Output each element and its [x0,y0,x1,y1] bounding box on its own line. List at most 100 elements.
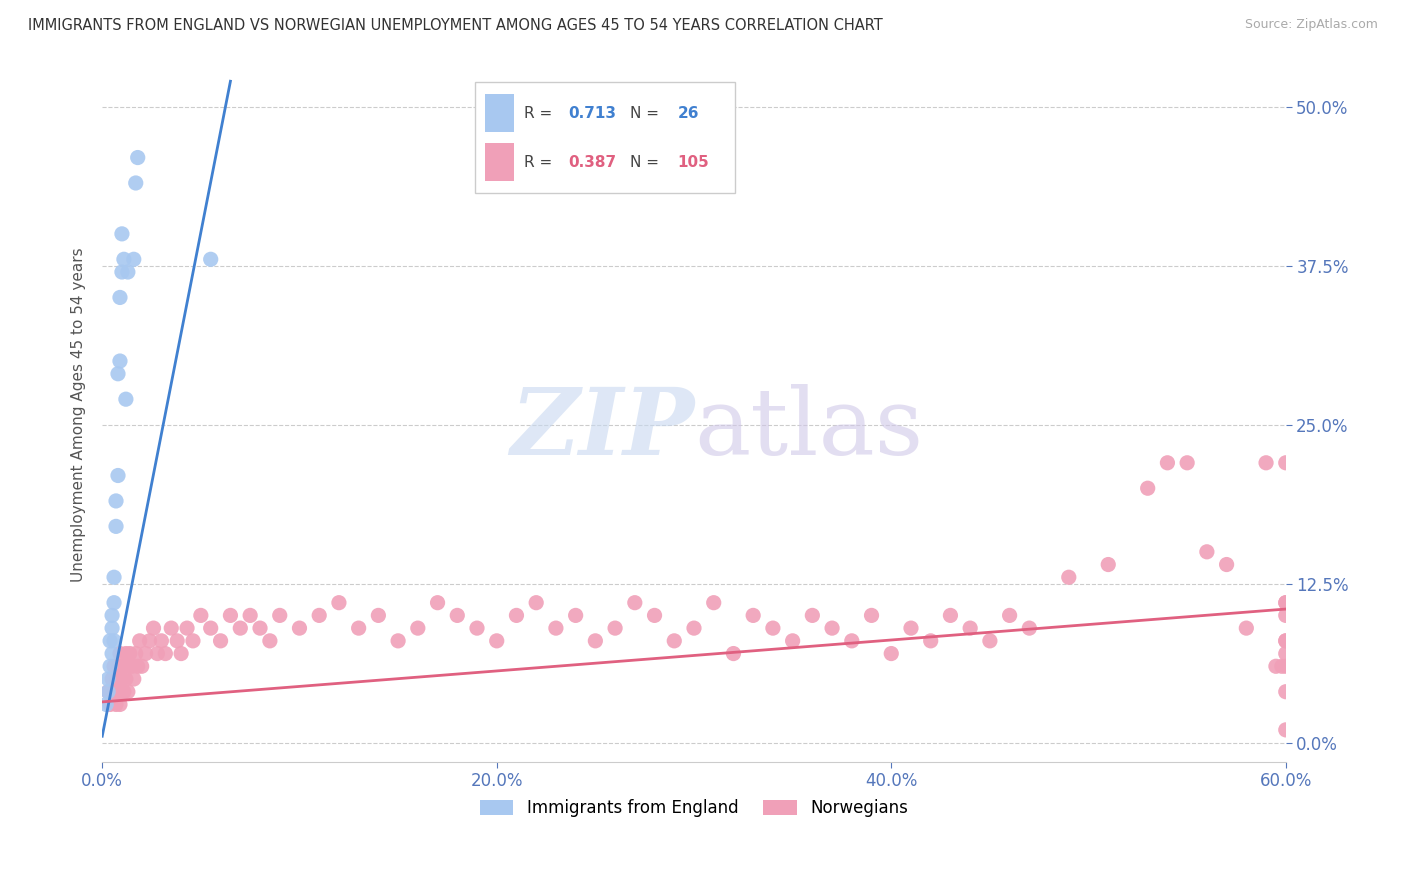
Point [1097,558,1119,572]
Point [108,354,131,368]
Point [939,608,962,623]
Legend: Immigrants from England, Norwegians: Immigrants from England, Norwegians [474,793,914,824]
Point [880,647,903,661]
Point [112,252,135,267]
Point [125,176,148,190]
Point [103,684,125,698]
Point [111,684,134,698]
Text: Source: ZipAtlas.com: Source: ZipAtlas.com [1244,18,1378,31]
Point [1254,456,1277,470]
Point [288,621,311,635]
Point [219,608,242,623]
Point [426,596,449,610]
Point [249,621,271,635]
Point [782,633,804,648]
Point [841,633,863,648]
Point [564,608,586,623]
Point [117,684,139,698]
Point [107,367,129,381]
Point [664,633,686,648]
Point [135,647,157,661]
Point [1274,608,1296,623]
Point [97,684,120,698]
Point [107,684,129,698]
Point [121,659,143,673]
Point [308,608,330,623]
Point [103,633,125,648]
Bar [485,144,515,181]
Point [1175,456,1198,470]
Bar [485,95,515,133]
Point [112,684,135,698]
Point [115,647,138,661]
Point [485,633,508,648]
Text: atlas: atlas [695,384,924,474]
Point [97,672,120,686]
Point [101,672,124,686]
Point [98,698,121,712]
Point [1274,596,1296,610]
Point [801,608,824,623]
Point [1274,647,1296,661]
Text: N =: N = [630,154,664,169]
Point [821,621,844,635]
Point [131,659,153,673]
Point [229,621,252,635]
Point [117,659,139,673]
Point [583,633,606,648]
Text: N =: N = [630,106,664,121]
Point [446,608,468,623]
Point [111,265,134,279]
Point [742,608,765,623]
Point [1274,659,1296,673]
Point [150,633,173,648]
Point [1274,633,1296,648]
Point [239,608,262,623]
Point [127,151,149,165]
Point [762,621,785,635]
Point [111,227,134,241]
Point [96,698,118,712]
Point [118,647,141,661]
Point [108,698,131,712]
Point [998,608,1021,623]
Point [111,672,134,686]
Text: 105: 105 [678,154,709,169]
Point [98,633,121,648]
Point [603,621,626,635]
Point [1057,570,1080,584]
Point [644,608,666,623]
Point [155,647,177,661]
Point [367,608,389,623]
Point [103,659,125,673]
Point [115,392,138,407]
Point [1274,684,1296,698]
Point [387,633,409,648]
FancyBboxPatch shape [475,82,735,194]
Point [181,633,204,648]
Point [142,621,165,635]
Point [107,468,129,483]
Point [1271,659,1294,673]
Point [465,621,488,635]
Point [209,633,232,648]
Point [138,633,160,648]
Point [505,608,527,623]
Point [683,621,706,635]
Point [103,596,125,610]
Point [920,633,942,648]
Point [1274,456,1296,470]
Text: IMMIGRANTS FROM ENGLAND VS NORWEGIAN UNEMPLOYMENT AMONG AGES 45 TO 54 YEARS CORR: IMMIGRANTS FROM ENGLAND VS NORWEGIAN UNE… [28,18,883,33]
Point [1136,481,1159,495]
Point [328,596,350,610]
Point [959,621,981,635]
Point [406,621,429,635]
Point [125,647,148,661]
Point [101,608,124,623]
Point [97,684,120,698]
Point [1274,633,1296,648]
Point [860,608,883,623]
Point [703,596,725,610]
Point [160,621,183,635]
Point [105,672,128,686]
